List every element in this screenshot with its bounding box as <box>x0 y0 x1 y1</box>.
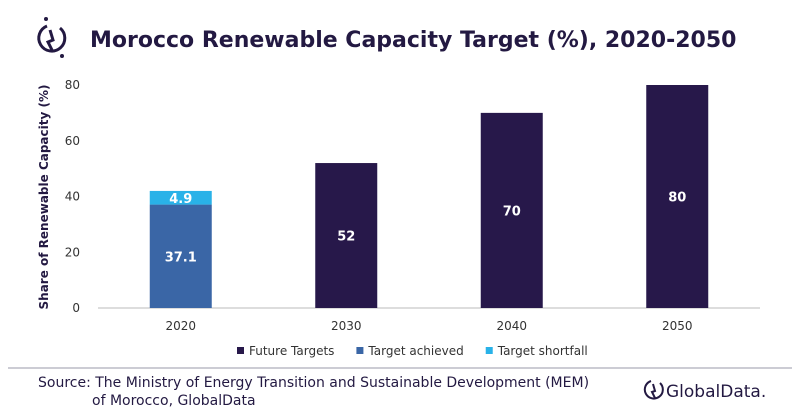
y-tick-label: 60 <box>65 134 80 148</box>
data-label: 37.1 <box>165 250 197 265</box>
x-tick-label: 2020 <box>165 319 196 333</box>
data-label: 4.9 <box>169 192 192 207</box>
legend-label: Future Targets <box>249 344 334 358</box>
x-tick-label: 2050 <box>662 319 693 333</box>
source-line-1: Source: The Ministry of Energy Transitio… <box>38 375 589 391</box>
y-tick-label: 80 <box>65 78 80 92</box>
chart-title: Morocco Renewable Capacity Target (%), 2… <box>90 28 736 53</box>
y-axis-label: Share of Renewable Capacity (%) <box>37 85 51 310</box>
bar-target-achieved <box>149 204 212 308</box>
bar-target-shortfall <box>149 190 212 205</box>
legend-swatch <box>237 347 244 354</box>
x-tick-label: 2040 <box>496 319 527 333</box>
y-tick-label: 0 <box>72 301 80 315</box>
legend-swatch <box>485 347 493 354</box>
y-tick-label: 20 <box>65 245 80 259</box>
bar-future-targets <box>315 163 378 308</box>
bar-future-targets <box>480 112 543 308</box>
data-label: 80 <box>668 191 686 206</box>
brand-name: GlobalData. <box>666 382 766 402</box>
data-label: 52 <box>337 230 355 245</box>
header-logo-icon <box>37 17 67 58</box>
globaldata-logo-icon <box>643 380 664 400</box>
y-tick-label: 40 <box>65 190 80 204</box>
data-label: 70 <box>503 204 521 219</box>
legend-swatch <box>356 347 364 354</box>
source-line-2: of Morocco, GlobalData <box>92 393 256 409</box>
legend-label: Target shortfall <box>497 344 588 358</box>
bar-future-targets <box>646 85 709 308</box>
legend-label: Target achieved <box>367 344 463 358</box>
x-tick-label: 2030 <box>331 319 362 333</box>
